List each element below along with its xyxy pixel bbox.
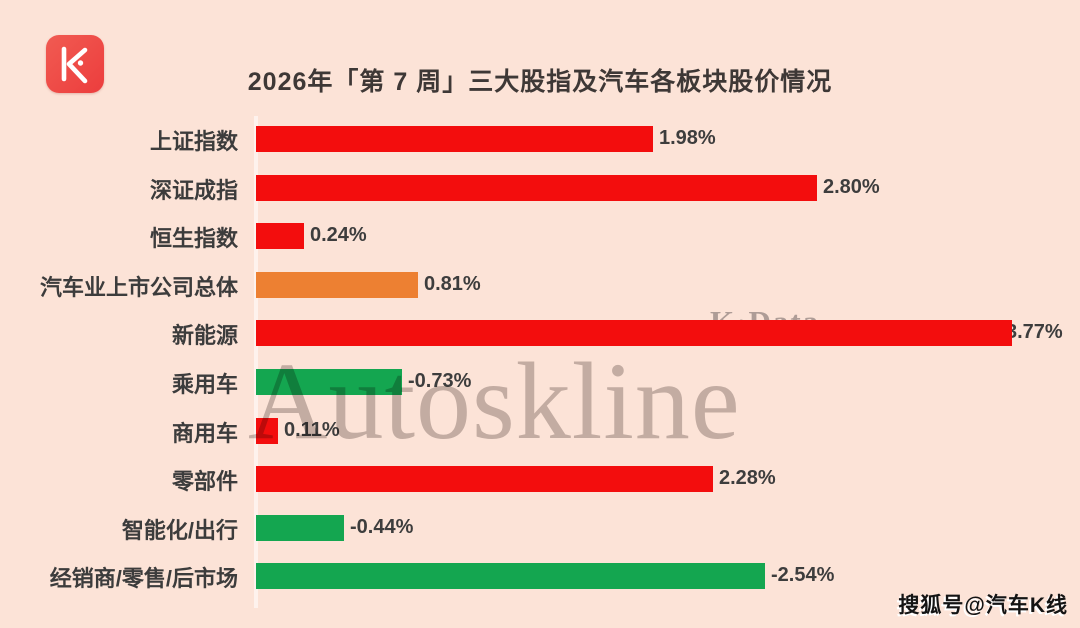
k-logo-icon bbox=[61, 46, 88, 84]
bar-1 bbox=[256, 174, 817, 201]
bar-6 bbox=[256, 417, 278, 444]
bar-value-8: -0.44% bbox=[350, 515, 414, 538]
category-label-6: 商用车 bbox=[171, 420, 238, 446]
bar-value-5: -0.73% bbox=[408, 370, 472, 392]
category-label-5: 乘用车 bbox=[171, 372, 238, 397]
bar-value-1: 2.80% bbox=[823, 175, 880, 198]
bar-value-3: 0.81% bbox=[424, 272, 481, 295]
category-label-0: 上证指数 bbox=[149, 129, 238, 154]
bar-value-6: 0.11% bbox=[284, 418, 340, 441]
axis-baseline bbox=[254, 116, 258, 608]
category-label-4: 新能源 bbox=[171, 323, 238, 349]
bar-value-0: 1.98% bbox=[659, 127, 716, 149]
bar-9 bbox=[256, 563, 765, 590]
bar-0 bbox=[256, 126, 653, 152]
k-line-logo bbox=[46, 35, 104, 93]
bar-7 bbox=[256, 466, 713, 493]
category-label-7: 零部件 bbox=[171, 469, 238, 495]
bar-value-9: -2.54% bbox=[771, 564, 835, 587]
bar-chart: 上证指数 1.98% 深证成指 2.80% 恒生指数 0.24% 汽车业上市公司总体 0.81… bbox=[0, 112, 1080, 612]
category-label-9: 经销商/零售/后市场 bbox=[49, 566, 238, 592]
bar-value-2: 0.24% bbox=[310, 224, 367, 247]
bar-8 bbox=[256, 514, 344, 541]
bar-4 bbox=[256, 320, 1012, 347]
bar-value-4: 3.77% bbox=[1006, 321, 1063, 344]
sohu-account-badge: 搜狐号@汽车K线 bbox=[898, 594, 1068, 617]
bar-5 bbox=[256, 369, 402, 395]
category-label-3: 汽车业上市公司总体 bbox=[39, 274, 238, 300]
category-label-8: 智能化/出行 bbox=[121, 517, 238, 543]
bar-3 bbox=[256, 271, 418, 298]
category-label-2: 恒生指数 bbox=[149, 226, 238, 252]
category-label-1: 深证成指 bbox=[149, 177, 238, 203]
chart-title: 2026年「第 7 周」三大股指及汽车各板块股价情况 bbox=[247, 68, 833, 96]
bar-2 bbox=[256, 223, 304, 250]
bar-value-7: 2.28% bbox=[719, 467, 776, 490]
